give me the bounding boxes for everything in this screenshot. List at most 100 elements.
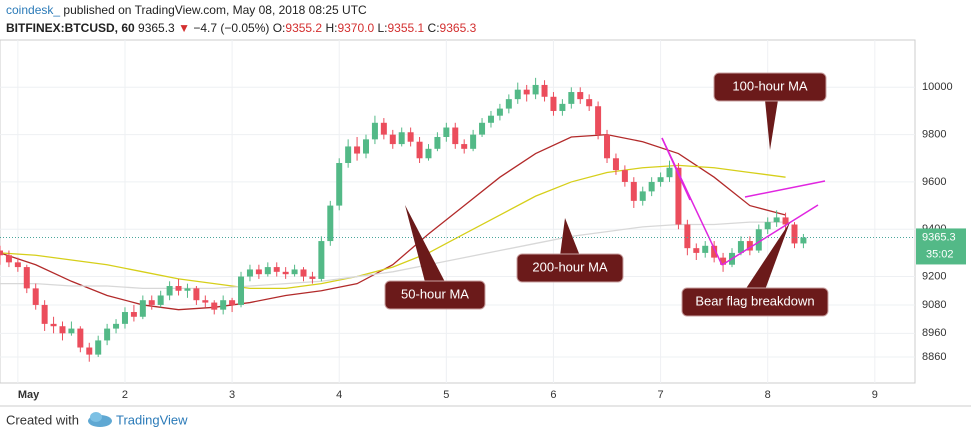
- candle-body: [5, 255, 12, 263]
- annotation: Bear flag breakdown: [695, 293, 814, 308]
- candle-body: [68, 328, 75, 334]
- candle-body: [720, 257, 727, 265]
- l-label: L:: [377, 21, 388, 35]
- candle-body: [238, 276, 245, 305]
- candle-body: [86, 347, 93, 355]
- candle-body: [523, 89, 530, 95]
- arrow: ▼: [178, 21, 190, 35]
- x-tick-label: 5: [443, 389, 449, 401]
- flag-drawing: [661, 137, 826, 266]
- countdown: 35:02: [926, 248, 954, 260]
- candle-body: [657, 177, 664, 182]
- callout-box: [384, 280, 486, 310]
- x-tick-label: 7: [658, 389, 664, 401]
- candle-body: [184, 288, 191, 291]
- candle-body: [737, 241, 744, 253]
- candle-body: [505, 99, 512, 109]
- candle-body: [309, 276, 316, 279]
- x-tick-label: 8: [765, 389, 771, 401]
- callout-pointer: [405, 205, 445, 282]
- created-with: Created with: [6, 412, 79, 427]
- candle-body: [291, 269, 298, 275]
- y-tick-label: 8960: [922, 327, 946, 339]
- candle-body: [666, 167, 673, 178]
- author[interactable]: coindesk_: [6, 3, 61, 17]
- candle-body: [264, 267, 271, 275]
- candle-body: [702, 245, 709, 253]
- candle-body: [363, 139, 369, 154]
- x-tick-label: May: [18, 389, 40, 401]
- candle-body: [675, 167, 682, 225]
- candle-body: [425, 148, 432, 159]
- candle-body: [371, 122, 378, 140]
- h-label: H:: [325, 21, 338, 35]
- candle-body: [443, 127, 450, 137]
- candle-body: [95, 340, 102, 355]
- ma-line: [0, 164, 786, 290]
- flag-line: [721, 204, 819, 266]
- candle-body: [14, 262, 21, 268]
- candle-body: [77, 328, 84, 348]
- candle-body: [23, 267, 30, 289]
- candle-body: [327, 205, 334, 242]
- candle-body: [121, 312, 128, 324]
- low: 9355.1: [387, 21, 425, 35]
- candle-body: [0, 250, 3, 256]
- candle-body: [586, 99, 593, 107]
- callout-box: [713, 72, 827, 102]
- candle-body: [336, 163, 343, 206]
- candle-body: [612, 158, 619, 171]
- candle-body: [791, 224, 798, 244]
- candle-body: [470, 134, 477, 149]
- y-tick-label: 9200: [922, 270, 946, 282]
- candle-body: [318, 241, 325, 279]
- candle-body: [389, 134, 396, 145]
- y-tick-label: 9800: [922, 129, 946, 141]
- candle-body: [282, 271, 289, 275]
- candle-body: [693, 248, 700, 253]
- candle-body: [648, 181, 655, 192]
- flag-line: [744, 180, 826, 198]
- candle-body: [380, 122, 387, 135]
- high: 9370.0: [337, 21, 375, 35]
- candle-body: [157, 295, 164, 305]
- candle-body: [273, 267, 280, 272]
- candle-body: [166, 286, 173, 296]
- candle-body: [407, 132, 414, 142]
- candle-body: [746, 241, 753, 251]
- symbol: BITFINEX:BTCUSD, 60: [6, 21, 135, 35]
- candle-body: [559, 103, 566, 111]
- candle-body: [416, 141, 423, 159]
- x-tick-label: 9: [872, 389, 878, 401]
- candle-body: [711, 245, 718, 258]
- candle-body: [255, 269, 262, 275]
- x-tick-label: 4: [336, 389, 342, 401]
- candle-body: [461, 144, 468, 149]
- callout-box: [681, 287, 829, 317]
- published: published on TradingView.com, May 08, 20…: [63, 3, 367, 17]
- candle-body: [434, 136, 441, 149]
- annotation: 100-hour MA: [732, 78, 807, 93]
- ma-line: [0, 133, 786, 311]
- candle-body: [148, 300, 155, 305]
- candle-body: [452, 127, 459, 145]
- change: −4.7 (−0.05%): [193, 21, 270, 35]
- candle-body: [532, 84, 539, 95]
- x-tick-label: 6: [550, 389, 556, 401]
- brand[interactable]: TradingView: [116, 412, 188, 427]
- annotation: 200-hour MA: [532, 259, 607, 274]
- candle-body: [130, 312, 137, 317]
- candle-body: [50, 323, 57, 327]
- candle-body: [59, 326, 66, 334]
- candle-body: [514, 89, 521, 100]
- y-tick-label: 8860: [922, 351, 946, 363]
- candle-body: [782, 217, 789, 225]
- header-line1: coindesk_ published on TradingView.com, …: [6, 3, 367, 17]
- x-tick-label: 2: [122, 389, 128, 401]
- candle-body: [345, 146, 352, 164]
- candle-body: [604, 134, 611, 159]
- y-tick-label: 9600: [922, 176, 946, 188]
- candle-body: [104, 328, 111, 341]
- candle-body: [300, 269, 307, 277]
